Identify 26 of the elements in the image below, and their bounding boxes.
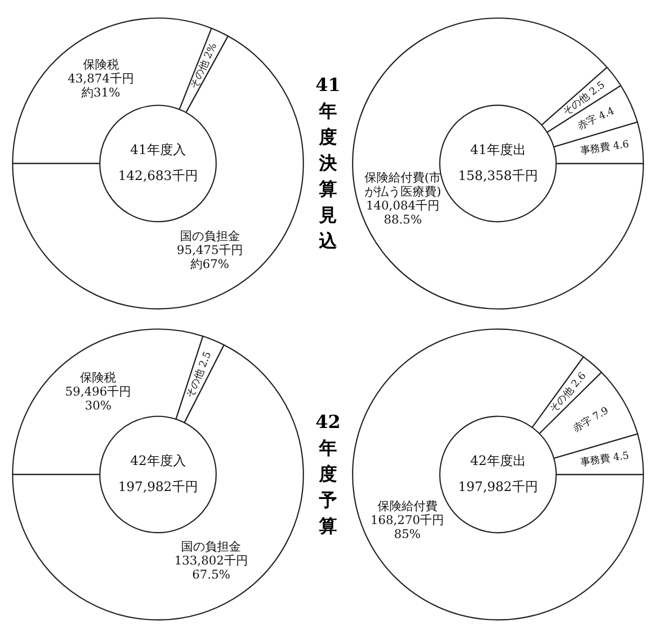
slice-label: 国の負担金 xyxy=(181,539,242,554)
slice-label: 保険給付費(市が払う医療費) xyxy=(364,170,442,199)
data-label: 43,874千円約31% xyxy=(68,71,134,100)
slice-label: 保険税 xyxy=(82,57,119,72)
text: 41年度出 xyxy=(470,142,526,158)
data-label: 95,475千円約67% xyxy=(176,243,243,272)
text: 41年度入 xyxy=(130,142,186,158)
text: 158,358千円 xyxy=(458,168,538,184)
text: 41年度決算見込 xyxy=(314,74,342,254)
text: 42年度入 xyxy=(130,452,186,469)
text: 42年度予算 xyxy=(314,410,342,538)
text: 142,683千円 xyxy=(118,168,198,184)
data-label: 133,802千円 67.5% xyxy=(174,553,248,582)
slice-label: 保険税 xyxy=(80,370,116,384)
data-label: 140,084千円 88.5% xyxy=(366,198,440,227)
text: 197,982千円 xyxy=(458,480,538,495)
slice-label: 事務費 4.5 xyxy=(580,450,630,468)
slice-label: 事務費 4.6 xyxy=(579,138,630,158)
slice-label: その他 2.5 xyxy=(184,350,214,400)
data-label: 168,270千円 85% xyxy=(370,512,444,541)
slice-label: 国の負担金 xyxy=(180,229,240,244)
slice-label: その他 2% xyxy=(188,41,220,91)
slice-label: 保険給付費 xyxy=(377,498,438,513)
text: 42年度出 xyxy=(470,452,526,469)
data-label: 59,496千円 30% xyxy=(65,384,132,412)
text: 197,982千円 xyxy=(118,480,198,495)
